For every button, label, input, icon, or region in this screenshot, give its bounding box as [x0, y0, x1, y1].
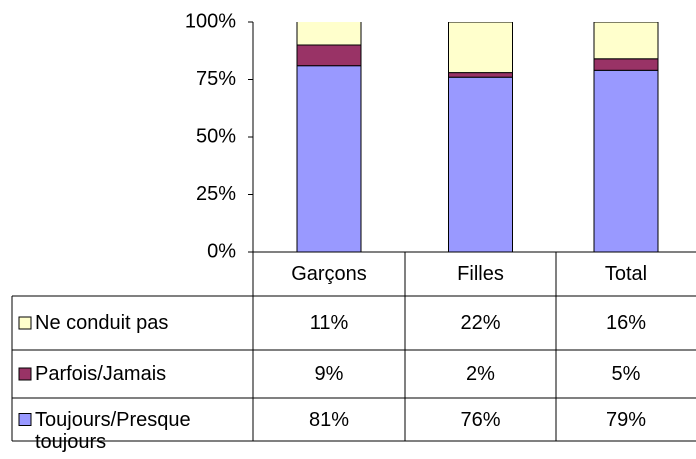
bar-segment	[448, 72, 513, 78]
legend-label: Parfois/Jamais	[35, 363, 167, 385]
category-label: Total	[604, 263, 648, 285]
legend-swatch	[18, 316, 32, 330]
bar-segment	[593, 58, 659, 71]
bar-segment	[593, 69, 659, 252]
value-label: 76%	[460, 408, 501, 431]
legend-label: Ne conduit pas	[35, 312, 169, 334]
bar-segment	[593, 22, 659, 60]
y-tick-label: 50%	[196, 125, 236, 147]
category-label: Filles	[457, 263, 504, 285]
value-label: 9%	[314, 363, 344, 385]
value-label: 16%	[605, 312, 647, 334]
bar-segment	[296, 65, 362, 252]
legend-label: Toujours/Presque toujours	[35, 408, 191, 453]
bars	[296, 22, 659, 252]
y-tick-label: 0%	[207, 240, 236, 262]
legend-swatch	[18, 367, 32, 381]
value-label: 22%	[460, 312, 501, 334]
value-label: 11%	[309, 312, 349, 334]
bar-segment	[448, 22, 513, 74]
bar-segment	[296, 44, 362, 67]
y-tick-label: 75%	[196, 68, 236, 90]
value-label: 5%	[611, 363, 641, 385]
legend-swatch	[18, 413, 32, 426]
bar-segment	[448, 76, 513, 252]
value-label: 81%	[308, 408, 350, 431]
y-tick-label: 25%	[196, 183, 236, 205]
value-label: 2%	[466, 363, 495, 385]
category-label: Garçons	[291, 263, 367, 285]
y-tick-label: 100%	[185, 10, 236, 32]
bar-segment	[296, 22, 362, 46]
value-label: 79%	[605, 408, 647, 431]
